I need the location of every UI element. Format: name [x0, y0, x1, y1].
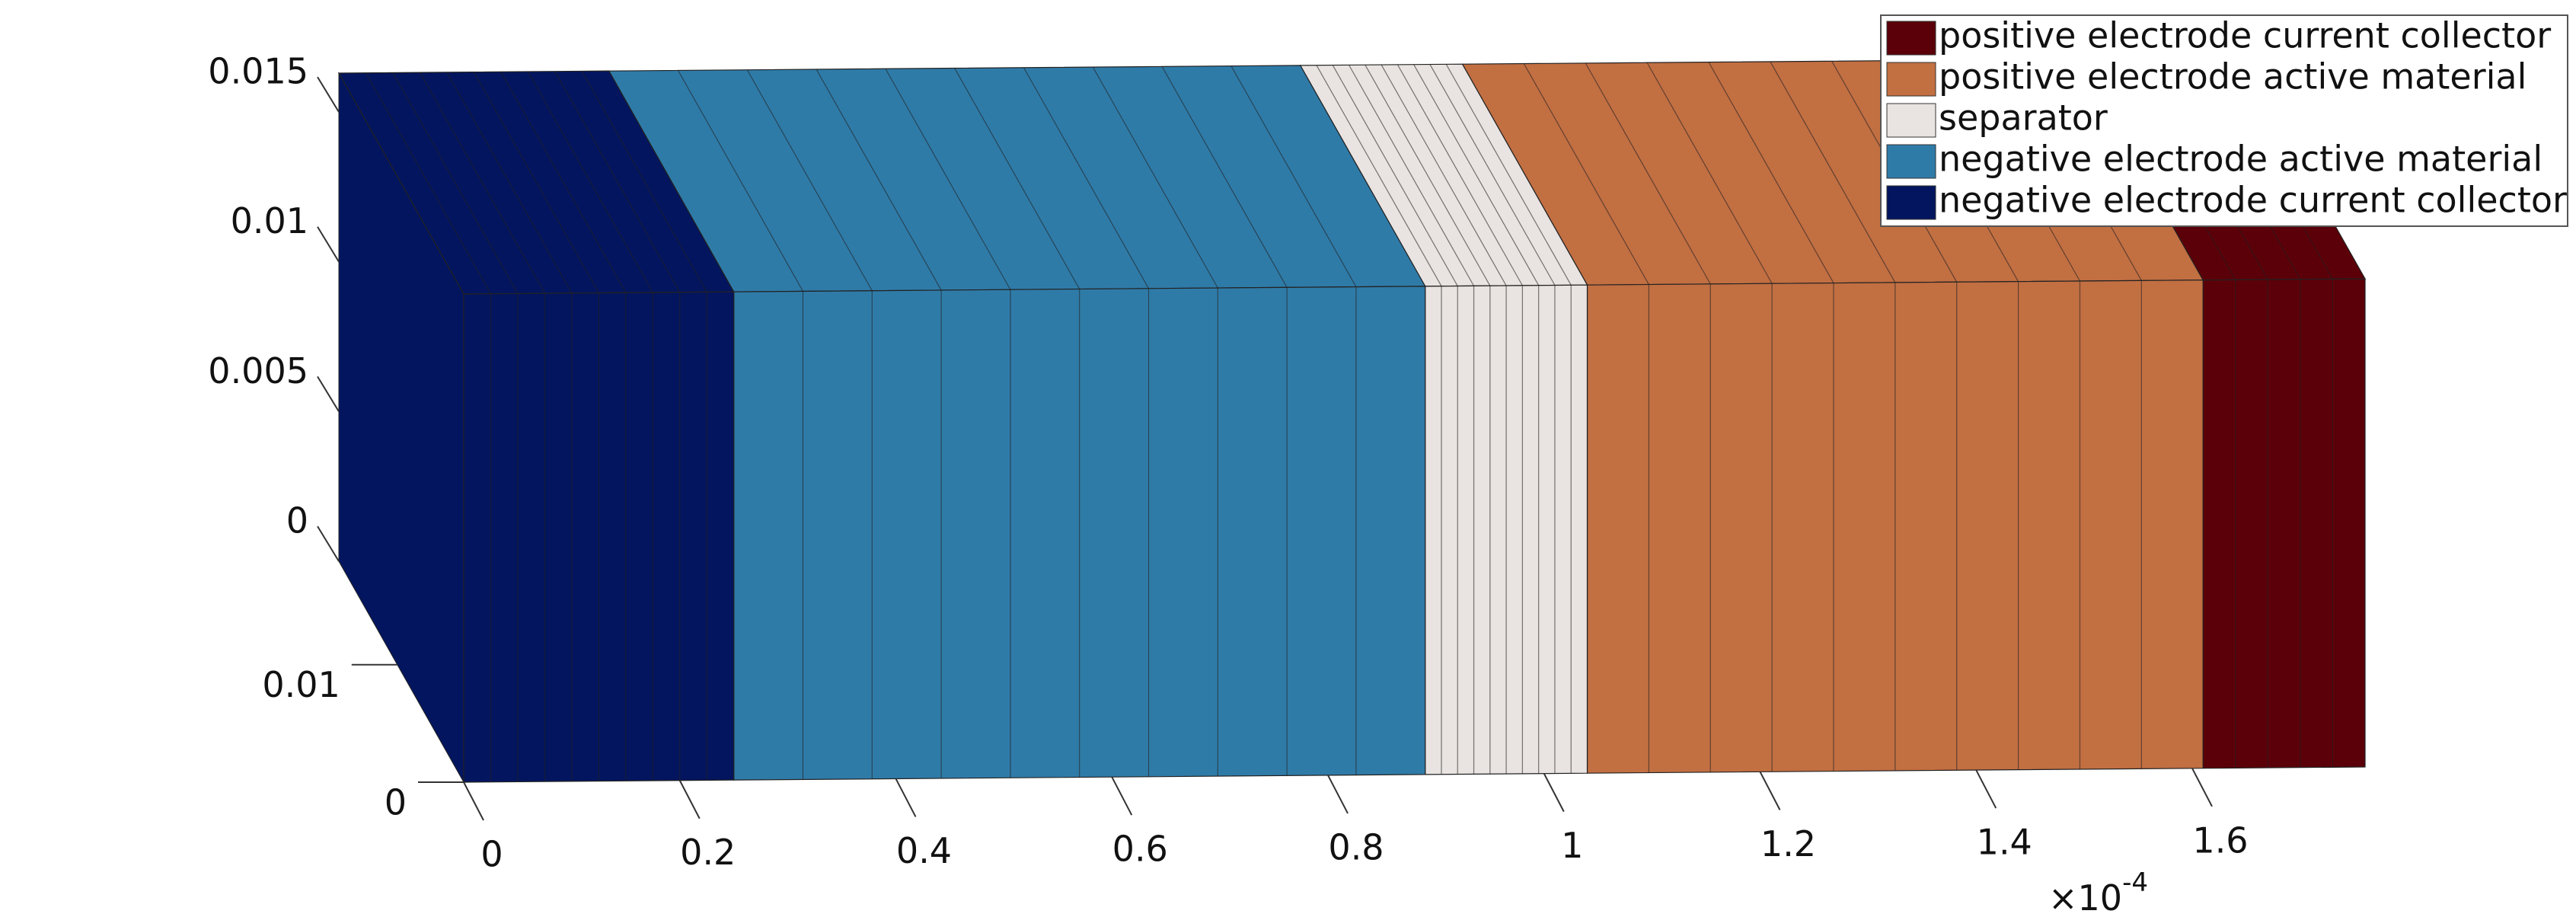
layer-front	[733, 286, 1426, 781]
legend: positive electrode current collectorposi…	[1880, 14, 2568, 227]
layer-front	[2202, 278, 2366, 769]
z-tick-label: 0.015	[208, 51, 308, 92]
z-tick	[317, 226, 340, 263]
cell-edge	[500, 72, 627, 293]
legend-swatch	[1886, 185, 1936, 220]
z-tick	[317, 375, 340, 412]
layer-front	[1586, 280, 2204, 774]
multiplier-exponent: -4	[2122, 867, 2148, 898]
x-tick-label: 1.2	[1760, 823, 1816, 864]
cell-edge	[746, 69, 873, 291]
x-tick	[1975, 769, 1997, 809]
y-tick-label: 0	[385, 782, 407, 823]
cell-edge	[1646, 62, 1773, 284]
legend-label: separator	[1939, 97, 2108, 139]
layer-front	[463, 291, 735, 783]
cell-edge	[1316, 65, 1442, 287]
cell-edge	[473, 72, 599, 293]
front-face	[2202, 278, 2366, 769]
cell-edge	[1429, 64, 1556, 286]
legend-label: negative electrode active material	[1939, 139, 2542, 180]
x-tick	[1759, 771, 1781, 810]
axis-multiplier: ×10-4	[2048, 867, 2148, 917]
cell-edge	[1231, 66, 1357, 287]
cell-edge	[1585, 62, 1711, 285]
x-tick-label: 0.2	[680, 832, 736, 873]
cell-edge	[1365, 64, 1491, 286]
cell-edge	[1445, 64, 1572, 286]
cell-edge	[1523, 63, 1649, 285]
cell-edge	[392, 72, 519, 294]
cell-edge	[419, 72, 545, 294]
y-tick-label: 0.01	[262, 664, 340, 705]
cell-edge	[885, 68, 1011, 290]
x-tick-label: 0.6	[1112, 829, 1168, 870]
cell-edge	[527, 71, 653, 293]
cell-edge	[446, 72, 573, 294]
layer-top	[1299, 63, 1588, 287]
multiplier-base: ×10	[2048, 877, 2122, 917]
legend-label: negative electrode current collector	[1939, 180, 2567, 221]
legend-swatch	[1886, 21, 1936, 56]
x-tick-label: 1	[1561, 825, 1583, 866]
z-tick	[317, 76, 340, 113]
cell-edge	[365, 72, 491, 295]
cell-edge	[554, 71, 681, 293]
legend-box	[1880, 14, 2568, 227]
x-tick	[1543, 773, 1565, 813]
x-tick-label: 0.8	[1328, 826, 1384, 867]
cell-edge	[1023, 67, 1150, 289]
cell-edge	[1161, 66, 1288, 288]
x-tick-label: 1.4	[1977, 822, 2032, 863]
cell-edge	[1397, 64, 1523, 286]
x-tick-label: 0.4	[896, 830, 952, 871]
layer-front	[1425, 284, 1588, 775]
z-tick-label: 0.01	[231, 200, 308, 241]
x-tick	[678, 780, 701, 820]
legend-swatch	[1886, 62, 1936, 97]
cell-edge	[1349, 65, 1475, 286]
z-tick-label: 0.005	[208, 350, 308, 391]
x-tick	[1111, 776, 1133, 816]
z-tick-label: 0	[286, 500, 308, 542]
legend-swatch	[1886, 144, 1936, 179]
cell-edge	[954, 68, 1081, 289]
cell-edge	[581, 71, 707, 292]
x-tick-label: 1.6	[2192, 820, 2248, 861]
cell-edge	[1332, 65, 1458, 286]
cell-edge	[1413, 64, 1540, 286]
cell-edge	[1381, 64, 1507, 286]
layer-top	[608, 65, 1426, 292]
x-tick	[2191, 768, 2213, 807]
legend-label: positive electrode current collector	[1939, 15, 2551, 56]
plot-area	[337, 57, 2367, 784]
cell-edge	[816, 69, 942, 291]
legend-label: positive electrode active material	[1939, 56, 2527, 97]
x-tick	[1327, 775, 1349, 814]
x-tick	[463, 781, 484, 821]
cell-edge	[1708, 62, 1834, 283]
z-tick	[317, 526, 340, 562]
x-tick	[895, 778, 917, 817]
x-tick-label: 0	[480, 834, 503, 875]
axes: 0 0.2 0.4 0.6 0.8 1 1.2 1.4 1.6 0 0.01 0 0.005 0.01 0.…	[208, 51, 2248, 875]
cell-edge	[677, 70, 804, 292]
cell-edge	[1092, 66, 1218, 289]
legend-swatch	[1886, 103, 1936, 138]
cell-edge	[1770, 61, 1896, 283]
